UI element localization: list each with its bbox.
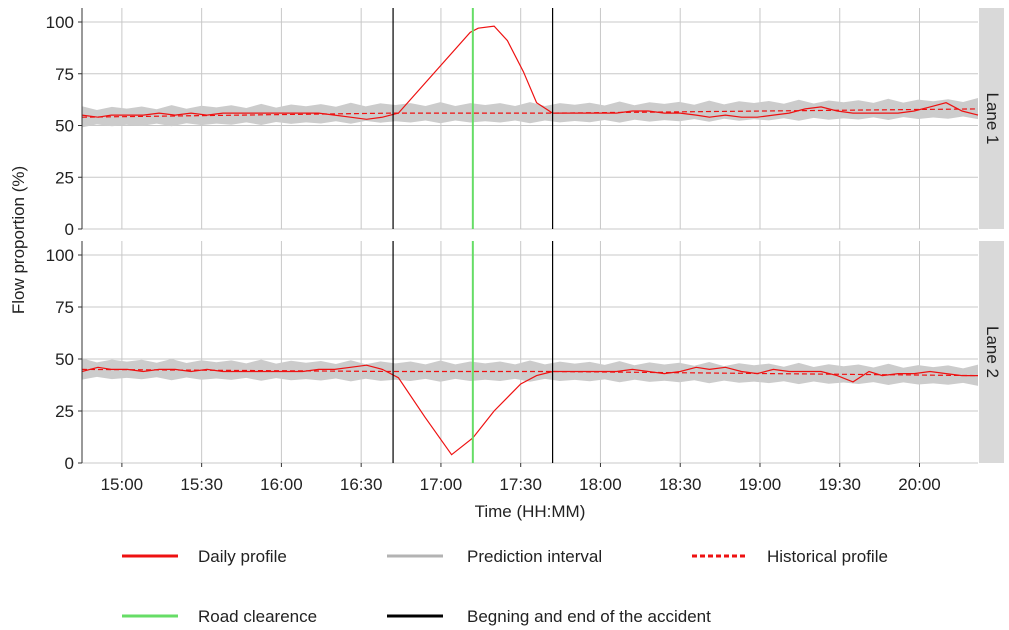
x-tick-label: 16:30 bbox=[340, 475, 383, 494]
x-tick-label: 15:30 bbox=[180, 475, 223, 494]
historical-profile-line bbox=[81, 108, 979, 118]
y-tick-label: 25 bbox=[55, 168, 74, 187]
x-tick-label: 16:00 bbox=[260, 475, 303, 494]
y-tick-label: 50 bbox=[55, 350, 74, 369]
legend-item-prediction-interval: Prediction interval bbox=[387, 547, 602, 566]
legend-item-road-clearance: Road clearence bbox=[122, 607, 317, 626]
chart-panels: Lane 1 Lane 2 bbox=[81, 8, 1004, 464]
x-axis-label: Time (HH:MM) bbox=[475, 502, 586, 521]
daily-profile-line bbox=[81, 364, 978, 456]
legend-label-clearance: Road clearence bbox=[198, 607, 317, 626]
x-tick-label: 18:30 bbox=[659, 475, 702, 494]
x-tick-label: 17:30 bbox=[499, 475, 542, 494]
x-tick-label: 18:00 bbox=[579, 475, 622, 494]
x-tick-label: 19:30 bbox=[818, 475, 861, 494]
y-tick-label: 100 bbox=[46, 246, 74, 265]
legend-label-historical: Historical profile bbox=[767, 547, 888, 566]
y-tick-label: 0 bbox=[65, 454, 74, 473]
facet-strip bbox=[979, 241, 1004, 463]
y-tick-label: 75 bbox=[55, 298, 74, 317]
legend-label-daily: Daily profile bbox=[198, 547, 287, 566]
facet-strip-label: Lane 1 bbox=[983, 93, 1002, 145]
facet-strip-label: Lane 2 bbox=[983, 326, 1002, 378]
y-tick-label: 0 bbox=[65, 220, 74, 239]
y-axis-label: Flow proportion (%) bbox=[9, 166, 28, 314]
facet-panel-2: Lane 2 bbox=[81, 241, 1004, 464]
legend-label-interval: Prediction interval bbox=[467, 547, 602, 566]
x-tick-label: 17:00 bbox=[420, 475, 463, 494]
legend: Daily profile Prediction interval Histor… bbox=[122, 547, 888, 626]
legend-label-accident: Begning and end of the accident bbox=[467, 607, 711, 626]
x-tick-label: 20:00 bbox=[898, 475, 941, 494]
legend-item-accident: Begning and end of the accident bbox=[387, 607, 711, 626]
y-tick-label: 100 bbox=[46, 13, 74, 32]
y-tick-label: 50 bbox=[55, 117, 74, 136]
facet-strip bbox=[979, 8, 1004, 229]
legend-item-daily-profile: Daily profile bbox=[122, 547, 287, 566]
y-tick-label: 75 bbox=[55, 65, 74, 84]
y-tick-label: 25 bbox=[55, 402, 74, 421]
facet-panel-1: Lane 1 bbox=[81, 8, 1004, 230]
chart-axes: 0 25 50 75 100 0 25 50 75 100 15:00 15:30 16:00 16:30… bbox=[46, 8, 941, 494]
prediction-interval-band bbox=[82, 358, 978, 386]
historical-profile-line bbox=[81, 368, 979, 377]
x-tick-label: 15:00 bbox=[101, 475, 144, 494]
legend-item-historical-profile: Historical profile bbox=[692, 547, 888, 566]
x-tick-label: 19:00 bbox=[739, 475, 782, 494]
